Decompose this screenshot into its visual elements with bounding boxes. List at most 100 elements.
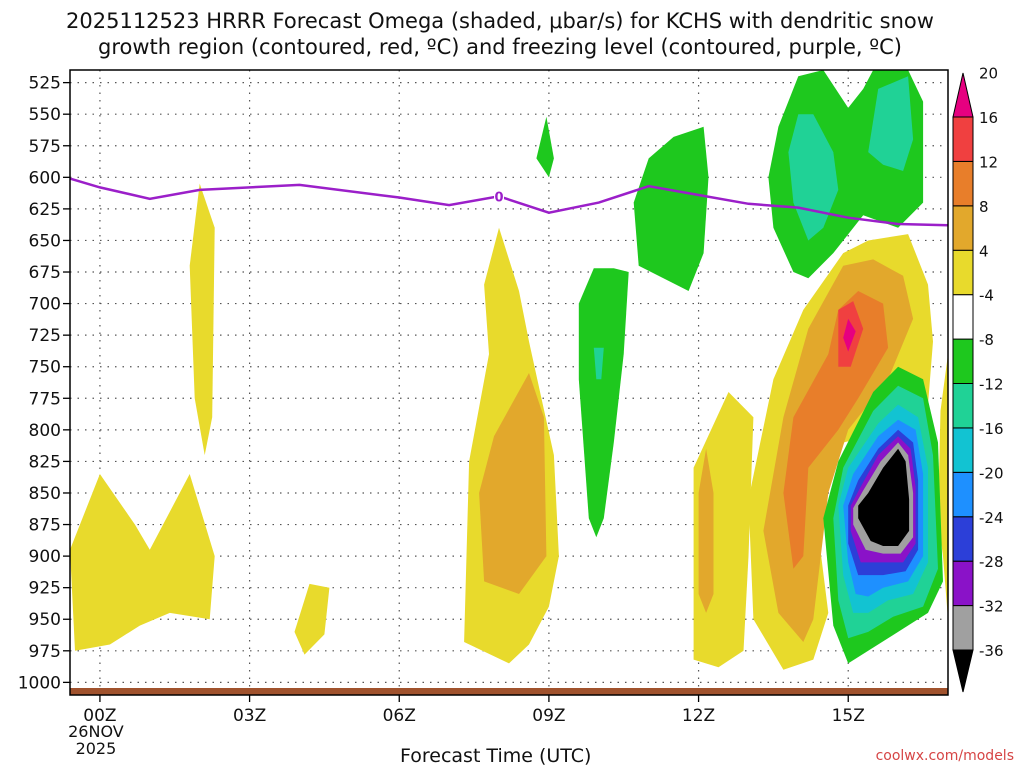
colorbar-swatch-top-arrow — [952, 72, 974, 118]
omega-region-orange-14z-15z — [783, 291, 889, 569]
freezing-level-label-bg — [494, 188, 505, 204]
y-tick: 675 — [29, 263, 70, 283]
y-tick-label: 525 — [29, 74, 61, 94]
omega-region-orange-08z — [479, 373, 547, 594]
x-tick: 06Z — [383, 695, 416, 726]
omega-region-yellow-04z-small — [294, 583, 330, 655]
omega-region-yellow-00z-left — [70, 474, 215, 651]
y-tick-label: 775 — [29, 389, 61, 409]
x-tick-label: 15Z — [832, 706, 865, 726]
y-tick-label: 750 — [29, 358, 61, 378]
colorbar-label: -20 — [979, 464, 1004, 482]
freezing-level-label: 0 — [494, 190, 503, 205]
y-tick: 800 — [29, 421, 70, 441]
colorbar-swatch — [952, 560, 974, 607]
x-tick-label: 03Z — [233, 706, 266, 726]
x-tick-label: 12Z — [682, 706, 715, 726]
colorbar-label: 20 — [979, 65, 998, 83]
colorbar-swatch — [952, 116, 974, 162]
y-tick-label: 1000 — [18, 673, 61, 693]
x-tick: 15Z — [832, 695, 865, 726]
chart-title-line-1: 2025112523 HRRR Forecast Omega (shaded, … — [66, 9, 934, 33]
colorbar-label: 8 — [979, 198, 989, 216]
y-tick: 825 — [29, 452, 70, 472]
credit-link[interactable]: coolwx.com/models — [875, 748, 1014, 764]
x-tick-year: 2025 — [76, 739, 117, 758]
y-tick-label: 800 — [29, 421, 61, 441]
x-tick-label: 06Z — [383, 706, 416, 726]
omega-region-black-15z-lower — [858, 448, 910, 546]
y-tick-label: 550 — [29, 105, 61, 125]
y-tick-label: 900 — [29, 547, 61, 567]
y-tick: 1000 — [18, 673, 70, 693]
colorbar: -36 -32 -28 -24 -20 -16 -12 -8 -4 4 8 12 16 20 — [952, 65, 1004, 693]
x-tick-label: 09Z — [532, 706, 565, 726]
omega-region-green-11z-12z — [633, 126, 709, 291]
colorbar-label: -32 — [979, 598, 1004, 616]
y-tick-label: 675 — [29, 263, 61, 283]
colorbar-label: -28 — [979, 553, 1004, 571]
colorbar-label: 4 — [979, 242, 989, 260]
colorbar-swatch — [952, 205, 974, 251]
y-tick: 725 — [29, 326, 70, 346]
y-tick: 750 — [29, 358, 70, 378]
x-tick: 09Z — [532, 695, 566, 726]
colorbar-label: -36 — [979, 642, 1004, 660]
y-tick: 775 — [29, 389, 70, 409]
colorbar-label: 16 — [979, 109, 998, 127]
omega-region-orange-12z — [698, 448, 714, 613]
freezing-level-line — [69, 177, 949, 227]
y-tick: 600 — [29, 168, 70, 188]
y-tick-label: 825 — [29, 452, 61, 472]
y-tick-label: 850 — [29, 484, 61, 504]
omega-region-magenta-15z — [843, 318, 856, 352]
y-tick-label: 575 — [29, 137, 61, 157]
colorbar-label: 12 — [979, 153, 998, 171]
colorbar-swatch — [952, 516, 974, 562]
y-tick: 875 — [29, 516, 70, 536]
y-tick: 975 — [29, 642, 70, 662]
y-tick: 525 — [29, 74, 70, 94]
y-tick-label: 925 — [29, 579, 61, 599]
colorbar-swatch — [952, 427, 974, 473]
omega-region-green-09z-small — [536, 116, 554, 178]
y-tick-label: 650 — [29, 231, 61, 251]
omega-region-teal-10z — [593, 347, 604, 380]
colorbar-swatch — [952, 249, 974, 296]
omega-region-teal-16z-upper-right — [868, 76, 914, 171]
y-tick: 700 — [29, 295, 70, 315]
omega-region-yellow-02z-strip — [189, 183, 215, 456]
freezing-level-contour: 0 — [69, 177, 949, 227]
colorbar-swatch — [952, 471, 974, 518]
colorbar-swatch — [952, 383, 974, 429]
colorbar-label: -8 — [979, 331, 994, 349]
y-tick: 550 — [29, 105, 70, 125]
chart-title: 2025112523 HRRR Forecast Omega (shaded, … — [0, 8, 1000, 60]
colorbar-label: -24 — [979, 509, 1004, 527]
y-tick-label: 950 — [29, 610, 61, 630]
y-axis: 525 550 575 600 625 650 675 700 725 750 775 800 825 8… — [18, 74, 70, 693]
y-tick: 575 — [29, 137, 70, 157]
chart-title-line-2: growth region (contoured, red, ºC) and f… — [98, 35, 902, 59]
y-tick: 650 — [29, 231, 70, 251]
plot-frame — [69, 69, 949, 696]
colorbar-label: -4 — [979, 287, 994, 305]
omega-region-yellow-17z-edge — [938, 354, 948, 620]
y-tick: 625 — [29, 200, 70, 220]
omega-region-green-10z — [578, 268, 629, 538]
y-tick: 850 — [29, 484, 70, 504]
x-axis-label: Forecast Time (UTC) — [400, 745, 592, 767]
y-tick-label: 725 — [29, 326, 61, 346]
x-tick-label: 00Z — [83, 706, 116, 726]
x-tick: 12Z — [682, 695, 715, 726]
colorbar-swatch — [952, 294, 974, 340]
colorbar-swatch — [952, 160, 974, 207]
y-tick-label: 625 — [29, 200, 61, 220]
y-tick-label: 975 — [29, 642, 61, 662]
x-tick: 03Z — [233, 695, 266, 726]
colorbar-label: -12 — [979, 376, 1004, 394]
colorbar-swatch-bottom-arrow — [952, 649, 974, 693]
